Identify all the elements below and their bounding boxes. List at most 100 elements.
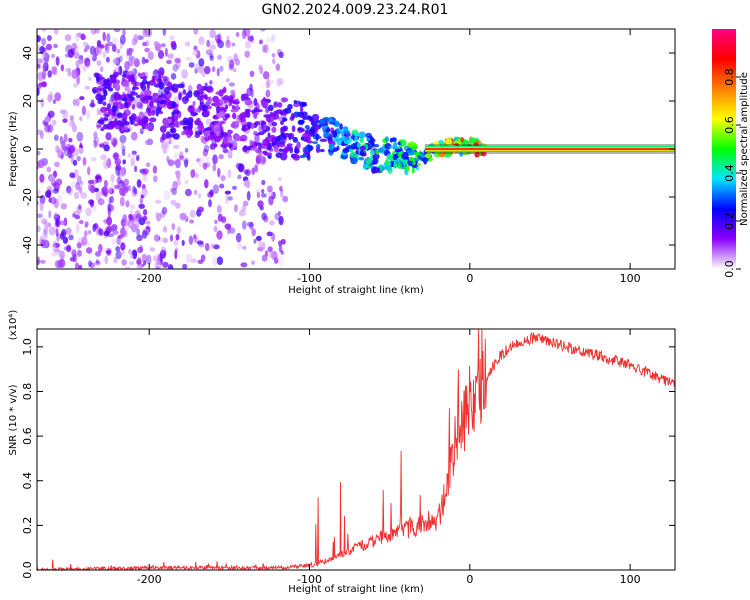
spectrogram-band-cell xyxy=(306,140,313,144)
spectrogram-band-cell xyxy=(157,110,164,115)
spectrogram-speckle xyxy=(184,188,192,197)
spectrogram-speckle xyxy=(83,48,88,53)
spectrogram-speckle xyxy=(122,29,126,37)
spectrogram-speckle xyxy=(47,94,53,103)
spectrogram-band-cell xyxy=(172,133,180,140)
spectrogram-speckle xyxy=(90,157,97,162)
spectrogram-speckle xyxy=(44,57,49,63)
spectrogram-speckle xyxy=(62,118,68,123)
spectrogram-speckle xyxy=(249,222,254,230)
spectrogram-band-cell xyxy=(120,103,125,110)
spectrogram-speckle xyxy=(40,238,46,249)
spectrogram-speckle xyxy=(103,159,110,170)
spectrogram-band-cell xyxy=(322,116,330,121)
spectrogram-speckle xyxy=(260,29,266,32)
spectrogram-speckle xyxy=(113,29,121,33)
spectrogram-speckle xyxy=(211,66,216,73)
spectrogram-speckle xyxy=(130,204,136,210)
spectrogram-speckle xyxy=(44,225,49,236)
spectrogram-band-cell xyxy=(343,129,351,135)
spectrogram-speckle xyxy=(74,262,80,269)
spectrogram-x-label: Height of straight line (km) xyxy=(288,285,424,296)
spectrogram-speckle xyxy=(96,60,102,67)
spectrogram-speckle xyxy=(162,29,167,36)
spectrogram-band-cell xyxy=(132,80,137,88)
spectrogram-speckle xyxy=(69,256,76,262)
spectrogram-speckle xyxy=(267,246,273,253)
spectrogram-speckle xyxy=(265,89,271,98)
spectrogram-speckle xyxy=(114,158,122,166)
spectrogram-speckle xyxy=(102,51,106,59)
spectrogram-speckle xyxy=(75,98,80,107)
spectrogram-band-cell xyxy=(262,138,271,146)
spectrogram-speckle xyxy=(80,34,86,41)
spectrogram-speckle xyxy=(160,43,166,48)
spectrogram-speckle xyxy=(122,159,126,165)
spectrogram-band-cell xyxy=(424,153,432,159)
spectrogram-band-cell xyxy=(121,94,130,98)
y-tick-label: 0.4 xyxy=(21,472,34,490)
colorbar-tick-label: 0.0 xyxy=(723,260,736,278)
spectrogram-speckle xyxy=(135,214,143,219)
spectrogram-speckle xyxy=(67,186,74,196)
y-tick-label: 40 xyxy=(21,46,34,60)
spectrogram-band-cell xyxy=(400,139,407,147)
spectrogram-band-cell xyxy=(304,125,310,130)
spectrogram-band-cell xyxy=(194,130,202,136)
spectrogram-band-cell xyxy=(131,104,136,110)
spectrogram-speckle xyxy=(213,225,218,233)
spectrogram-speckle xyxy=(78,204,82,210)
spectrogram-band-cell xyxy=(232,112,237,120)
spectrogram-speckle xyxy=(235,162,242,170)
spectrogram-speckle xyxy=(110,182,115,191)
spectrogram-speckle xyxy=(53,29,59,35)
spectrogram-speckle xyxy=(208,199,212,208)
spectrogram-speckle xyxy=(131,249,138,257)
spectrogram-speckle xyxy=(141,188,148,197)
spectrogram-speckle xyxy=(73,191,80,200)
spectrogram-band-cell xyxy=(408,158,414,162)
spectrogram-band-cell xyxy=(289,146,294,154)
spectrogram-speckle xyxy=(277,102,283,108)
spectrogram-band-cell xyxy=(104,82,112,90)
spectrogram-speckle xyxy=(225,78,230,83)
snr-series-line xyxy=(36,328,676,572)
spectrogram-speckle xyxy=(164,47,168,57)
spectrogram-speckle xyxy=(74,215,81,220)
spectrogram-speckle xyxy=(212,184,219,195)
spectrogram-band-cell xyxy=(151,94,158,102)
spectrogram-band-cell xyxy=(132,86,140,90)
spectrogram-speckle xyxy=(53,134,59,141)
spectrogram-band-cell xyxy=(293,100,298,104)
spectrogram-speckle xyxy=(147,51,154,61)
spectrogram-speckle xyxy=(51,119,57,126)
spectrogram-speckle xyxy=(206,39,211,48)
spectrogram-speckle xyxy=(40,97,45,108)
spectrogram-speckle xyxy=(91,54,97,62)
spectrogram-speckle xyxy=(128,57,134,67)
spectrogram-speckle xyxy=(144,47,150,53)
spectrogram-speckle xyxy=(89,45,96,56)
spectrogram-band-cell xyxy=(223,95,229,99)
spectrogram-band-cell xyxy=(147,110,153,117)
spectrogram-speckle xyxy=(73,98,77,107)
spectrogram-speckle xyxy=(102,31,106,42)
spectrogram-speckle xyxy=(44,115,50,123)
y-tick-label: 0.6 xyxy=(21,427,34,445)
spectrogram-band-cell xyxy=(244,99,253,106)
x-tick-label: -200 xyxy=(137,573,162,586)
spectrogram-speckle xyxy=(135,154,140,162)
spectrogram-band-cell xyxy=(114,125,121,130)
spectrogram-speckle xyxy=(236,232,242,243)
spectrogram-band-cell xyxy=(221,120,225,124)
spectrogram-speckle xyxy=(103,230,110,237)
spectrogram-band-cell xyxy=(389,145,396,149)
spectrogram-band-cell xyxy=(130,77,136,82)
spectrogram-speckle xyxy=(214,219,218,225)
spectrogram-speckle xyxy=(127,86,131,95)
spectrogram-speckle xyxy=(84,230,88,238)
spectrogram-band-cell xyxy=(146,82,150,91)
spectrogram-speckle xyxy=(103,144,110,152)
spectrogram-speckle xyxy=(93,131,98,139)
spectrogram-band-cell xyxy=(164,86,170,95)
